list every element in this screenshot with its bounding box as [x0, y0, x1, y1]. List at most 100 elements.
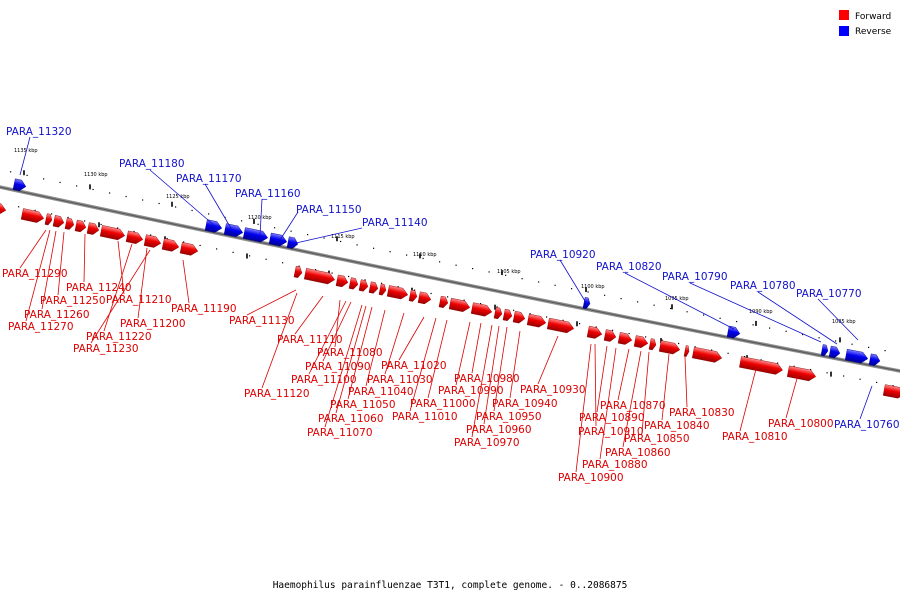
- PARA_11190-leader: [182, 259, 190, 304]
- PARA_10830-label: PARA_10830: [669, 407, 735, 419]
- PARA_10880-leader: [599, 347, 617, 460]
- minor-tick: [117, 227, 119, 229]
- PARA_11110-label: PARA_11110: [277, 334, 343, 346]
- forward-gene-35-arrow: [648, 338, 657, 351]
- legend-reverse-swatch: [839, 26, 849, 36]
- legend-forward-label: Forward: [855, 12, 891, 22]
- minor-tick: [232, 251, 234, 253]
- forward-gene-24-feature: [448, 297, 471, 312]
- forward-gene-21-arrow: [408, 289, 418, 302]
- PARA_10890-leader: [596, 345, 608, 413]
- minor-tick: [826, 372, 828, 374]
- major-tick: [98, 222, 100, 228]
- minor-tick: [868, 346, 870, 349]
- PARA_10780-leader: [757, 291, 838, 345]
- minor-tick: [166, 237, 168, 240]
- PARA_11180-leader: [149, 169, 216, 227]
- minor-tick: [727, 352, 729, 354]
- PARA_10760-leader: [859, 385, 873, 420]
- forward-gene-41-arrow: [882, 384, 900, 399]
- forward-gene-41-feature: [882, 384, 900, 399]
- PARA_11070-label: PARA_11070: [307, 427, 373, 439]
- major-tick: [89, 184, 91, 190]
- forward-gene-4-feature: [52, 215, 65, 228]
- PARA_10790-label: PARA_10790: [662, 271, 728, 283]
- minor-tick: [282, 262, 284, 264]
- major-tick: [246, 253, 248, 259]
- PARA_11050-leader: [347, 306, 373, 400]
- forward-gene-40-arrow: [786, 365, 817, 382]
- PARA_11160-label: PARA_11160: [235, 188, 301, 200]
- forward-gene-13-feature: [293, 265, 303, 278]
- minor-tick: [785, 330, 787, 332]
- PARA_11200-leader: [137, 247, 148, 319]
- reverse-gene-6-arrow: [286, 236, 299, 249]
- PARA_10860-label: PARA_10860: [605, 447, 671, 459]
- PARA_11040-label: PARA_11040: [348, 386, 414, 398]
- minor-tick: [645, 336, 647, 338]
- minor-tick: [414, 289, 416, 291]
- forward-gene-36-feature: [658, 340, 681, 355]
- forward-gene-22-feature: [417, 291, 432, 305]
- major-tick: [830, 371, 832, 377]
- PARA_11130-leader: [246, 289, 297, 316]
- minor-tick: [199, 244, 201, 247]
- forward-gene-29-arrow: [526, 313, 547, 328]
- PARA_11160-leader: [259, 198, 263, 237]
- minor-tick: [859, 378, 861, 380]
- minor-tick: [356, 244, 358, 246]
- forward-gene-27-arrow: [502, 308, 513, 322]
- PARA_11090-leader: [322, 301, 352, 362]
- legend-reverse-label: Reverse: [855, 27, 892, 37]
- minor-tick: [628, 332, 630, 335]
- forward-gene-29-feature: [526, 313, 547, 328]
- minor-tick: [760, 359, 762, 361]
- major-tick: [494, 304, 496, 310]
- tick-label: 1125 kbp: [166, 194, 190, 200]
- genome-backbone-core: [0, 186, 900, 372]
- PARA_11180-label: PARA_11180: [119, 158, 185, 170]
- forward-gene-31-feature: [586, 325, 603, 339]
- forward-gene-19-arrow: [378, 283, 387, 296]
- PARA_11200-label: PARA_11200: [120, 318, 186, 330]
- PARA_11210-leader: [117, 240, 125, 295]
- reverse-gene-12-arrow: [868, 353, 881, 366]
- minor-tick: [703, 314, 705, 316]
- reverse-gene-1-feature: [12, 178, 27, 192]
- PARA_10880-label: PARA_10880: [582, 459, 648, 471]
- minor-tick: [686, 311, 688, 313]
- forward-gene-23-feature: [438, 295, 449, 308]
- minor-tick: [546, 316, 548, 318]
- minor-tick: [744, 355, 746, 358]
- PARA_10820-label: PARA_10820: [596, 261, 662, 273]
- forward-gene-5-arrow: [64, 217, 75, 230]
- minor-tick: [736, 320, 738, 323]
- minor-tick: [562, 319, 564, 321]
- minor-tick: [661, 339, 663, 341]
- PARA_10770-label: PARA_10770: [796, 288, 862, 300]
- PARA_11010-leader: [409, 317, 437, 412]
- major-tick: [253, 218, 255, 224]
- PARA_10780-label: PARA_10780: [730, 280, 796, 292]
- PARA_11210-label: PARA_11210: [106, 294, 172, 306]
- minor-tick: [241, 220, 243, 222]
- forward-gene-24-arrow: [448, 297, 471, 312]
- PARA_11020-leader: [398, 316, 425, 361]
- forward-gene-26-arrow: [493, 307, 503, 320]
- forward-gene-28-feature: [512, 310, 526, 324]
- minor-tick: [529, 313, 531, 315]
- PARA_10950-leader: [493, 326, 508, 412]
- PARA_10940-label: PARA_10940: [492, 398, 558, 410]
- PARA_11150-label: PARA_11150: [296, 204, 362, 216]
- PARA_10760-label: PARA_10760: [834, 419, 900, 431]
- PARA_10920-leader: [559, 259, 589, 307]
- minor-tick: [92, 188, 94, 191]
- forward-gene-14-arrow: [303, 268, 335, 285]
- forward-gene-4-arrow: [52, 215, 65, 228]
- forward-gene-7-arrow: [86, 222, 100, 235]
- PARA_11230-label: PARA_11230: [73, 343, 139, 355]
- forward-gene-20-arrow: [386, 285, 409, 300]
- forward-gene-23-arrow: [438, 295, 449, 308]
